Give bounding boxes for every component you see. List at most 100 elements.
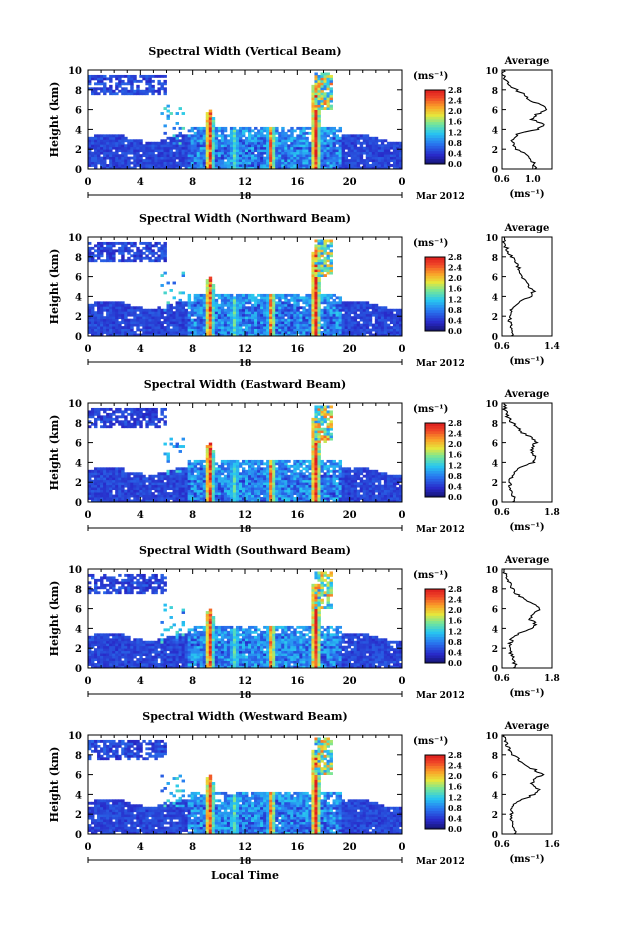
heatmap-cell [278,323,282,327]
heatmap-cell [109,412,113,416]
heatmap-cell [109,92,113,96]
heatmap-cell [109,487,113,491]
heatmap-cell [395,328,400,332]
heatmap-cell [245,482,249,486]
heatmap-cell [323,241,327,245]
heatmap-cell [190,328,195,332]
heatmap-cell [320,82,324,86]
heatmap-cell [103,323,107,327]
heatmap-cell [193,159,198,162]
heatmap-cell [317,131,321,135]
heatmap-cell [127,249,131,253]
heatmap-cell [284,323,288,327]
heatmap-cell [248,477,252,481]
heatmap-cell [371,154,376,158]
heatmap-cell [371,161,376,165]
heatmap-cell [329,149,333,153]
heatmap-cell [187,129,192,133]
heatmap-cell [338,331,343,334]
heatmap-cell [287,482,291,486]
heatmap-cell [199,333,204,337]
heatmap-cell [311,87,315,91]
heatmap-cell [103,328,107,332]
heatmap-cell [163,331,167,334]
heatmap-cell [112,308,116,312]
heatmap-cell [290,296,294,300]
heatmap-cell [130,259,134,263]
heatmap-cell [344,318,349,322]
heatmap-cell [211,161,216,165]
heatmap-cell [281,331,285,334]
heatmap-cell [94,301,98,305]
heatmap-cell [326,149,330,153]
heatmap-cell [326,318,330,322]
heatmap-cell [97,156,101,160]
heatmap-cell [263,306,267,310]
heatmap-cell [257,298,261,302]
heatmap-cell [326,97,330,101]
heatmap-cell [335,141,339,145]
colorbar-segment [425,100,445,104]
heatmap-cell [347,326,352,329]
heatmap-cell [91,412,95,416]
heatmap-cell [163,131,167,135]
heatmap-cell [175,445,179,448]
heatmap-cell [193,497,198,500]
heatmap-cell [217,311,222,315]
heatmap-cell [133,251,137,255]
heatmap-cell [157,146,161,150]
heatmap-cell [359,323,364,327]
heatmap-cell [208,114,213,118]
heatmap-cell [275,462,279,466]
heatmap-cell [287,313,291,317]
heatmap-cell [109,251,113,255]
heatmap-cell [383,331,388,334]
heatmap-cell [302,139,306,143]
heatmap-cell [311,129,315,133]
heatmap-cell [311,114,315,118]
heatmap-cell [299,494,303,498]
heatmap-cell [88,477,92,481]
heatmap-cell [151,164,155,167]
heatmap-cell [368,321,373,325]
heatmap-cell [103,89,107,93]
heatmap-cell [130,321,134,325]
heatmap-cell [235,331,240,334]
heatmap-cell [281,308,285,312]
heatmap-cell [205,328,210,332]
heatmap-cell [353,323,358,327]
heatmap-cell [299,306,303,310]
heatmap-cell [284,149,288,153]
heatmap-cell [109,139,113,143]
heatmap-cell [214,136,219,140]
heatmap-cell [151,318,155,322]
heatmap-cell [329,271,333,275]
heatmap-cell [329,99,333,103]
heatmap-cell [266,494,270,498]
heatmap-cell [220,484,225,488]
heatmap-cell [323,151,327,155]
heatmap-cell [229,154,234,158]
heatmap-cell [124,318,128,322]
heatmap-cell [220,469,225,473]
heatmap-cell [235,144,240,148]
heatmap-cell [287,477,291,481]
heatmap-cell [308,311,312,315]
heatmap-cell [103,77,107,81]
heatmap-cell [139,79,143,83]
heatmap-cell [193,311,198,315]
heatmap-cell [166,316,170,320]
heatmap-cell [293,313,297,317]
heatmap-cell [115,159,119,162]
heatmap-cell [272,469,276,473]
heatmap-cell [383,323,388,327]
heatmap-cell [202,323,207,327]
heatmap-cell [287,301,291,305]
heatmap-cell [187,467,192,471]
heatmap-cell [326,333,330,337]
heatmap-cell [287,316,291,320]
heatmap-cell [223,129,228,133]
heatmap-cell [383,144,388,148]
heatmap-cell [323,141,327,145]
heatmap-cell [272,497,276,500]
